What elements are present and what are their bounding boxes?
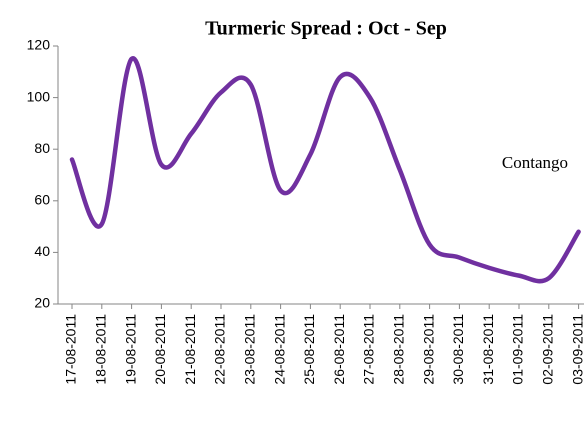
x-tick-label: 27-08-2011 <box>361 314 377 385</box>
x-tick-label: 26-08-2011 <box>331 314 347 385</box>
x-tick-label: 03-09-2011 <box>569 314 584 385</box>
y-tick-label: 100 <box>27 88 51 104</box>
x-tick-label: 17-08-2011 <box>63 314 79 385</box>
x-tick-label: 22-08-2011 <box>212 314 228 385</box>
x-tick-label: 25-08-2011 <box>301 314 317 385</box>
x-tick-label: 23-08-2011 <box>242 314 258 385</box>
x-tick-label: 21-08-2011 <box>182 314 198 385</box>
x-tick-label: 29-08-2011 <box>420 314 436 385</box>
annotation: Contango <box>502 153 568 172</box>
line <box>69 56 581 284</box>
x-tick-label: 30-08-2011 <box>450 314 466 385</box>
y-tick-label: 80 <box>34 140 50 156</box>
x-tick-label: 18-08-2011 <box>93 314 109 385</box>
x-tick-label: 28-08-2011 <box>391 314 407 385</box>
chart-title: Turmeric Spread : Oct - Sep <box>205 18 447 40</box>
y-tick-label: 120 <box>27 37 51 53</box>
y-tick-label: 40 <box>34 243 50 259</box>
x-tick-label: 20-08-2011 <box>152 314 168 385</box>
x-tick-label: 01-09-2011 <box>510 314 526 385</box>
y-tick-label: 60 <box>34 192 50 208</box>
y-tick-label: 20 <box>34 295 50 311</box>
x-tick-label: 31-08-2011 <box>480 314 496 385</box>
x-tick-label: 24-08-2011 <box>271 314 287 385</box>
x-tick-label: 19-08-2011 <box>122 314 138 385</box>
x-tick-label: 02-09-2011 <box>540 314 556 385</box>
